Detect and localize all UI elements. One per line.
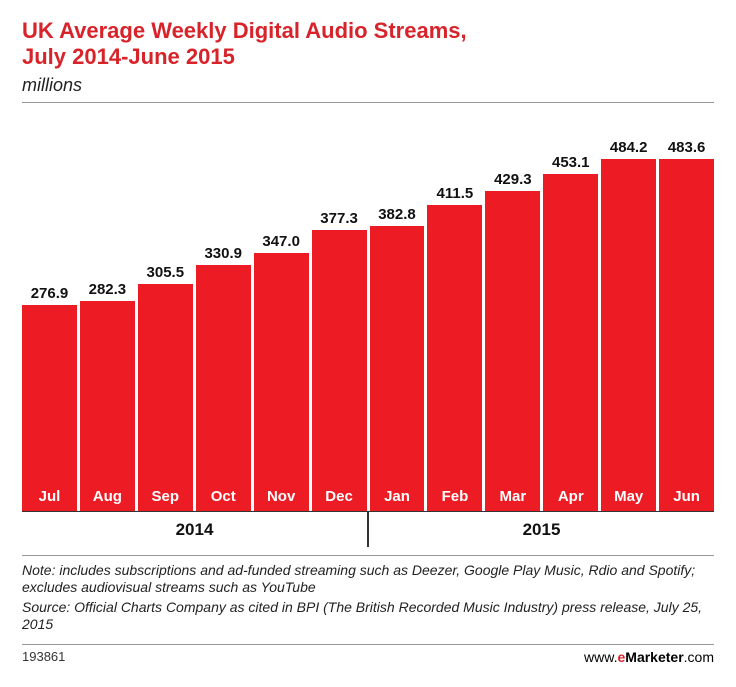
attribution-brand: www.eMarketer.com xyxy=(584,649,714,665)
bar-value-label: 305.5 xyxy=(138,264,193,281)
bar-column: 276.9 Jul xyxy=(22,139,77,511)
bar-month-label: Mar xyxy=(485,488,540,511)
bar-value-label: 453.1 xyxy=(543,154,598,171)
bar-rect: May xyxy=(601,159,656,511)
bar-value-label: 330.9 xyxy=(196,245,251,262)
note-text: Note: includes subscriptions and ad-fund… xyxy=(22,562,714,597)
bar-month-label: Nov xyxy=(254,488,309,511)
footnote-block: Note: includes subscriptions and ad-fund… xyxy=(22,555,714,645)
bar-month-label: Jul xyxy=(22,488,77,511)
title-line-2: July 2014-June 2015 xyxy=(22,44,235,69)
bar-column: 484.2 May xyxy=(601,139,656,511)
bar-value-label: 382.8 xyxy=(370,206,425,223)
bar-rect: Feb xyxy=(427,205,482,511)
bar-column: 382.8 Jan xyxy=(370,139,425,511)
top-rule xyxy=(22,102,714,103)
bar-month-label: Apr xyxy=(543,488,598,511)
bar-month-label: Sep xyxy=(138,488,193,511)
bar-value-label: 276.9 xyxy=(22,285,77,302)
bar-value-label: 429.3 xyxy=(485,171,540,188)
bar-rect: Oct xyxy=(196,265,251,511)
bar-rect: Aug xyxy=(80,301,135,511)
bar-chart: 276.9 Jul 282.3 Aug 305.5 Sep 330.9 Oct 347.0 Nov… xyxy=(22,111,714,511)
title-line-1: UK Average Weekly Digital Audio Streams, xyxy=(22,18,467,43)
bar-column: 305.5 Sep xyxy=(138,139,193,511)
bar-column: 453.1 Apr xyxy=(543,139,598,511)
bar-column: 411.5 Feb xyxy=(427,139,482,511)
bar-rect: Apr xyxy=(543,174,598,511)
year-group-label: 2015 xyxy=(368,512,714,547)
footer: 193861 www.eMarketer.com xyxy=(22,645,714,665)
source-text: Source: Official Charts Company as cited… xyxy=(22,599,714,634)
chart-subtitle: millions xyxy=(22,75,714,96)
bar-column: 347.0 Nov xyxy=(254,139,309,511)
bar-column: 282.3 Aug xyxy=(80,139,135,511)
year-group-label: 2014 xyxy=(22,512,368,547)
bar-month-label: May xyxy=(601,488,656,511)
bar-month-label: Feb xyxy=(427,488,482,511)
bar-value-label: 347.0 xyxy=(254,233,309,250)
bar-month-label: Jun xyxy=(659,488,714,511)
bar-column: 330.9 Oct xyxy=(196,139,251,511)
bar-rect: Sep xyxy=(138,284,193,511)
year-axis: 20142015 xyxy=(22,511,714,547)
bar-column: 429.3 Mar xyxy=(485,139,540,511)
bar-rect: Dec xyxy=(312,230,367,511)
bar-rect: Mar xyxy=(485,191,540,510)
bar-month-label: Dec xyxy=(312,488,367,511)
bar-value-label: 282.3 xyxy=(80,281,135,298)
bars-container: 276.9 Jul 282.3 Aug 305.5 Sep 330.9 Oct 347.0 Nov… xyxy=(22,139,714,511)
bar-value-label: 411.5 xyxy=(427,185,482,202)
bar-month-label: Jan xyxy=(370,488,425,511)
bar-value-label: 483.6 xyxy=(659,139,714,156)
bar-column: 377.3 Dec xyxy=(312,139,367,511)
chart-title: UK Average Weekly Digital Audio Streams,… xyxy=(22,18,714,71)
attribution-id: 193861 xyxy=(22,649,65,664)
bar-rect: Jan xyxy=(370,226,425,511)
bar-rect: Jun xyxy=(659,159,714,511)
bar-value-label: 484.2 xyxy=(601,139,656,156)
bar-month-label: Aug xyxy=(80,488,135,511)
bar-month-label: Oct xyxy=(196,488,251,511)
bar-rect: Nov xyxy=(254,253,309,511)
bar-value-label: 377.3 xyxy=(312,210,367,227)
bar-rect: Jul xyxy=(22,305,77,511)
bar-column: 483.6 Jun xyxy=(659,139,714,511)
